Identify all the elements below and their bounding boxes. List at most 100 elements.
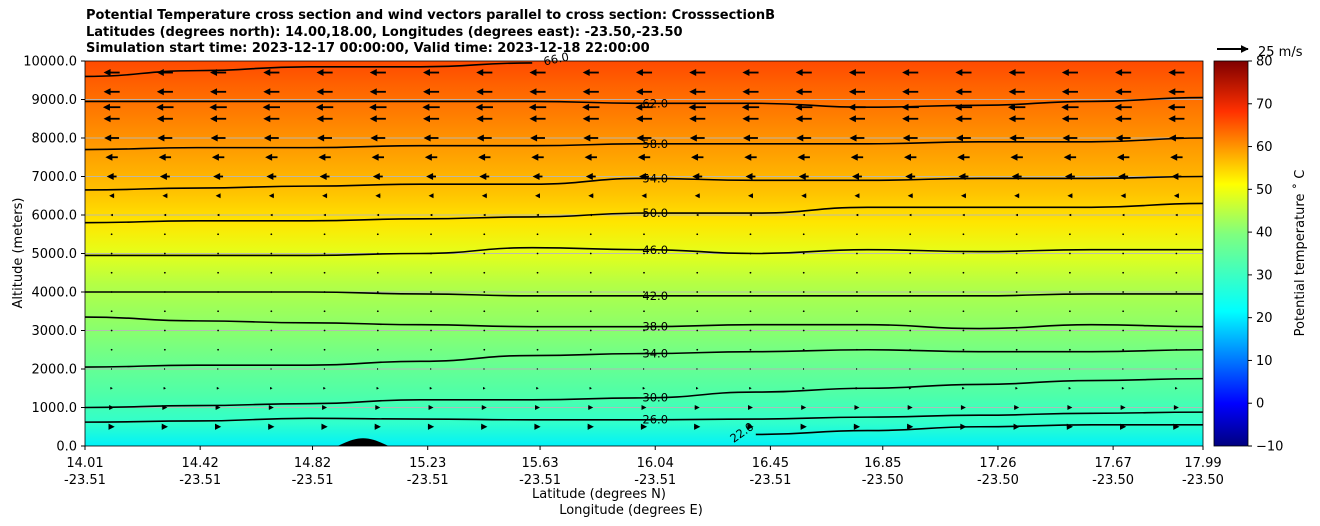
wind-vector [1122,252,1125,255]
wind-vector-head [322,405,328,410]
wind-vector [1120,405,1126,410]
wind-vector-head [954,103,962,111]
colorbar-tick-label: 60 [1256,140,1273,155]
wind-vector [210,69,227,77]
wind-vector-head [907,423,914,430]
wind-vector [635,115,653,123]
wind-vector [1175,252,1178,255]
wind-vector [696,271,699,274]
wind-vector-head [372,173,380,180]
wind-vector [1121,387,1125,390]
wind-vector-head [163,213,167,217]
wind-vector [850,153,864,161]
wind-vector [322,193,328,199]
wind-vector [962,213,965,217]
wind-vector [532,173,543,180]
wind-vector-head [103,69,111,77]
wind-vector-head [590,368,592,370]
wind-vector-head [428,405,434,410]
wind-vector [854,405,860,410]
wind-vector-head [855,213,859,217]
wind-vector [582,103,600,111]
wind-vector [210,134,226,142]
wind-vector [376,329,379,332]
contour-line [84,316,1204,330]
y-tick-label: 10000.0 [23,55,77,70]
x-tick-label-lon: -23.50 [862,473,904,488]
title-line-1: Potential Temperature cross section and … [86,8,776,23]
wind-vector [1063,153,1077,161]
wind-vector [323,387,326,390]
wind-vector [960,405,966,410]
wind-vector [536,387,539,390]
wind-vector-head [109,405,115,410]
wind-vector [163,271,166,274]
wind-vector [691,153,704,161]
wind-vector-head [800,423,807,430]
wind-vector-head [640,423,648,430]
wind-vector [109,405,115,410]
wind-vector [849,134,865,142]
wind-vector-head [691,153,699,161]
wind-vector [213,173,224,180]
wind-vector [1069,329,1071,332]
wind-vector-head [476,115,484,123]
wind-vector-head [848,115,856,123]
wind-vector [1008,115,1025,123]
wind-vector [962,387,965,390]
wind-vector [104,134,120,142]
wind-vector [483,213,486,217]
wind-vector [110,348,113,351]
wind-vector [694,405,700,410]
wind-vector [749,387,752,390]
wind-vector [902,134,918,142]
wind-vector-head [958,173,966,180]
wind-vector [1011,173,1022,180]
x-tick-label-lon: -23.51 [749,473,791,488]
wind-vector [430,348,432,351]
wind-vector [643,233,645,236]
wind-vector-head [1063,153,1071,161]
wind-vector [855,387,859,390]
y-tick-label: 1000.0 [32,401,78,416]
x-tick-label-lat: 14.01 [66,456,103,471]
wind-vector-head [323,368,326,370]
wind-vector [316,69,333,77]
wind-vector [263,115,280,123]
wind-vector-head [855,387,859,390]
x-tick-label-lat: 17.67 [1095,456,1132,471]
wind-vector [483,310,486,313]
wind-vector-head [585,173,593,180]
wind-vector [217,252,219,255]
wind-vector-head [639,173,647,180]
wind-vector [1170,153,1183,161]
wind-vector-head [321,423,328,430]
wind-vector [848,115,866,123]
wind-vector-head [110,368,113,370]
wind-vector [1115,88,1132,96]
wind-vector [536,329,539,332]
wind-vector [162,193,168,199]
wind-vector [589,291,592,293]
wind-vector-head [694,423,701,430]
wind-vector-head [479,173,487,180]
wind-vector-head [216,387,220,390]
wind-vector [371,153,385,161]
y-tick-label: 7000.0 [32,170,78,185]
wind-vector [210,88,227,96]
wind-vector [1168,115,1185,123]
wind-vector-head [263,115,271,123]
wind-vector [481,193,487,199]
wind-vector [270,348,273,351]
y-axis: 0.0 1000.0 2000.0 3000.0 4000.0 5000.0 6000.0 7… [23,55,85,455]
wind-vector-head [1170,153,1178,161]
wind-vector [588,193,594,199]
wind-vector-head [955,115,963,123]
wind-vector [211,153,225,161]
wind-vector-head [316,88,324,96]
wind-vector [962,291,965,293]
colorbar-tick-label: 20 [1256,311,1273,326]
wind-vector [216,387,220,390]
wind-vector [1122,271,1125,274]
contour-label: 42.0 [642,289,668,303]
